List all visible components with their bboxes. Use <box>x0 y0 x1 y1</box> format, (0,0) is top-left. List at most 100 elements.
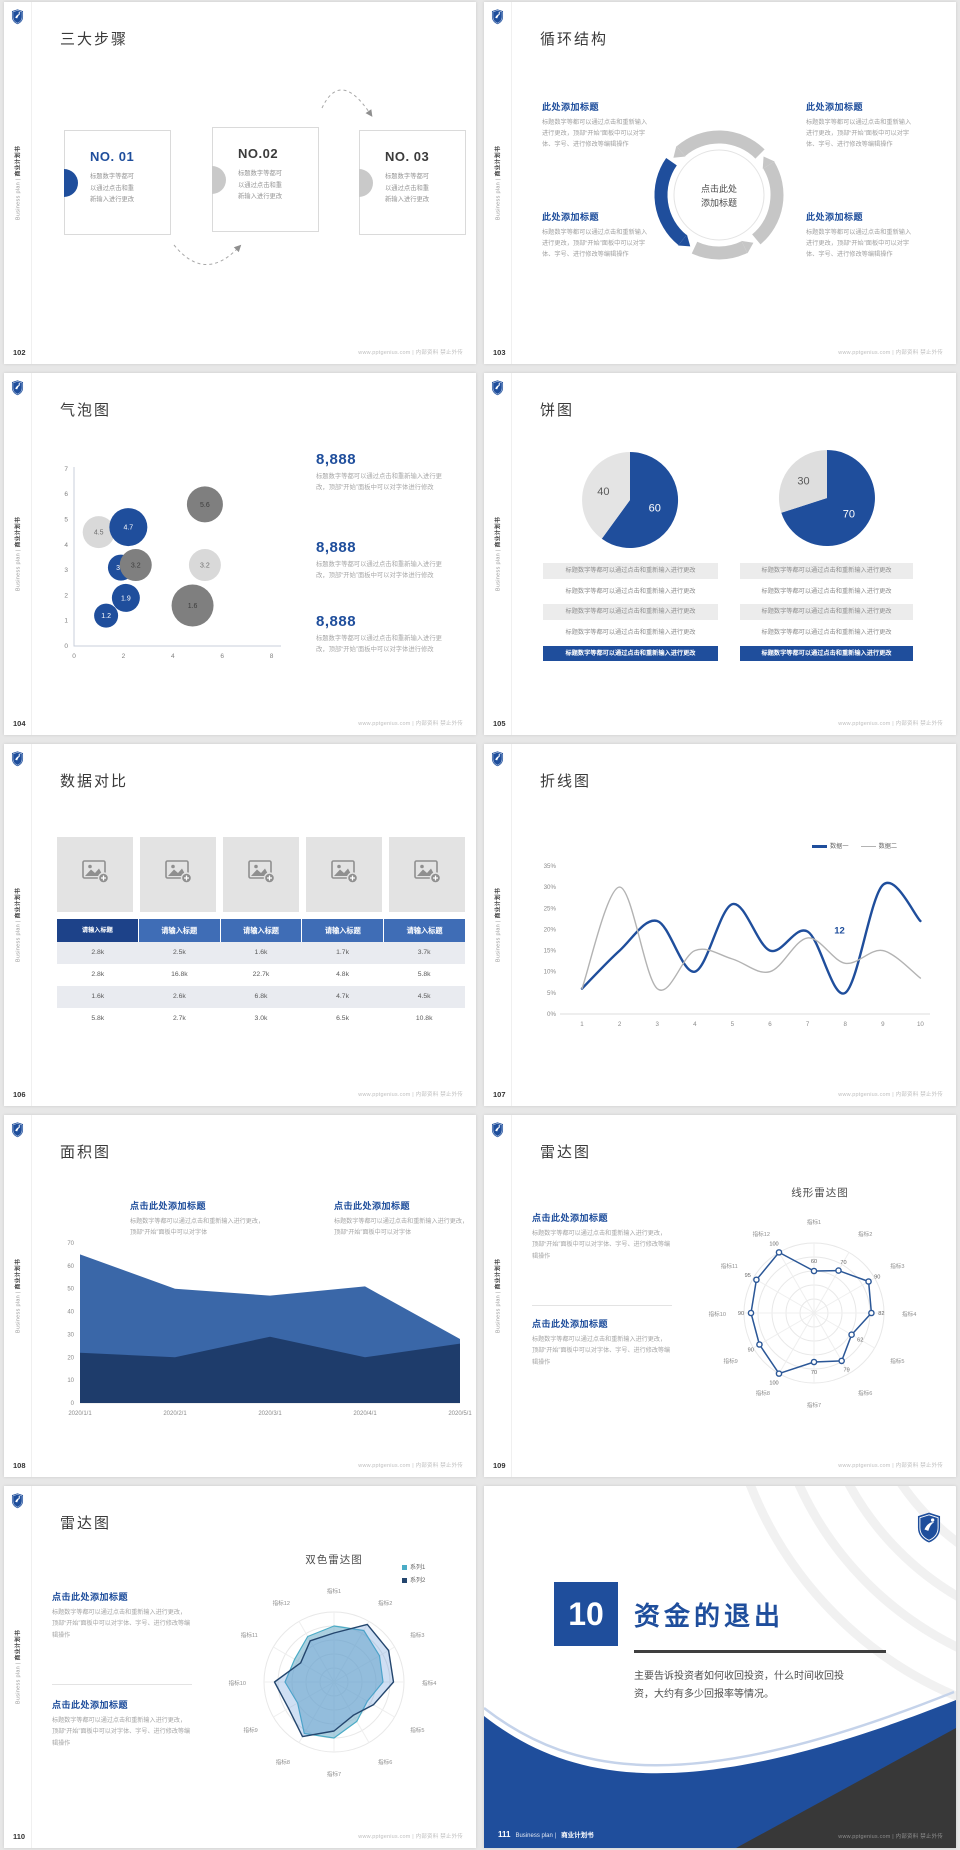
svg-text:40: 40 <box>67 1310 74 1316</box>
svg-text:2020/1/1: 2020/1/1 <box>68 1411 92 1417</box>
svg-text:79: 79 <box>844 1368 850 1374</box>
page-number: 111 <box>498 1830 511 1839</box>
brand-logo-icon <box>491 1122 504 1138</box>
svg-text:4: 4 <box>693 1021 697 1028</box>
footer-url: www.pptgenius.com | 内部资料 禁止外传 <box>358 721 463 727</box>
slide-108[interactable]: Business plan |商业计划书 108 面积图 点击此处添加标题 标题… <box>4 1115 476 1477</box>
svg-text:100: 100 <box>769 1242 778 1248</box>
table-cell: 3.7k <box>383 942 465 964</box>
series2-swatch <box>402 1577 407 1583</box>
table-cell: 10.8k <box>415 1015 433 1022</box>
svg-text:指标9: 指标9 <box>243 1726 257 1734</box>
svg-text:4.7: 4.7 <box>123 525 133 532</box>
table-cell: 2.6k <box>138 986 221 1008</box>
series1-line-swatch <box>812 845 827 848</box>
stat-body: 标题数字等都可以通过点击和重新输入进行更改，顶部“开始”面板中可以对字体进行修改 <box>316 473 442 492</box>
svg-text:40: 40 <box>597 486 609 498</box>
svg-text:指标3: 指标3 <box>410 1631 424 1639</box>
slide-109[interactable]: Business plan |商业计划书 109 雷达图 点击此处添加标题 标题… <box>484 1115 956 1477</box>
slide-107[interactable]: Business plan |商业计划书 107 折线图 数据一 数据二 0% 5… <box>484 744 956 1106</box>
svg-text:4.5: 4.5 <box>94 530 104 537</box>
step-notch-icon <box>359 168 373 197</box>
slide-title: 气泡图 <box>60 402 112 419</box>
block-heading: 点击此处添加标题 <box>130 1201 207 1211</box>
table-cell: 2.8k <box>57 942 139 964</box>
brand-logo-icon <box>11 380 24 396</box>
footer-brand-en: Business plan | <box>515 1833 557 1839</box>
radar-text-block: 点击此处添加标题 标题数字等都可以通过点击和重新输入进行更改，顶部“开始”面板中… <box>52 1590 202 1641</box>
pie-caption-list-left: 标题数字等都可以通过点击和重新输入进行更改 标题数字等都可以通过点击和重新输入进行… <box>543 563 718 666</box>
table-row: 2.8k 16.8k 22.7k 4.8k 5.8k <box>57 964 465 986</box>
page-number: 107 <box>493 1090 506 1099</box>
svg-text:4: 4 <box>171 653 175 660</box>
table-row: 5.8k 2.7k 3.0k 6.5k 10.8k <box>57 1008 465 1030</box>
cycle-center-label: 点击此处 添加标题 <box>700 184 737 209</box>
table-row: 2.8k 2.5k 1.6k 1.7k 3.7k <box>57 942 465 964</box>
block-heading: 点击此处添加标题 <box>532 1213 609 1223</box>
svg-text:1.9: 1.9 <box>121 595 131 602</box>
sidebar-vertical-text: Business plan |商业计划书 <box>15 887 22 963</box>
cycle-text-block: 此处添加标题 标题数字等都可以通过点击和重新输入进行更改，顶部“开始”面板中可以… <box>806 100 914 150</box>
add-image-icon <box>246 859 276 890</box>
radar-chart-title: 线形雷达图 <box>791 1187 849 1199</box>
table-cell: 2.8k <box>91 971 105 978</box>
pie-caption-row: 标题数字等都可以通过点击和重新输入进行更改 <box>543 645 718 662</box>
step-box-1: NO. 01 标题数字等都可 以通过点击和重 新输入进行更改 <box>64 130 171 235</box>
stat-block: 8,888 标题数字等都可以通过点击和重新输入进行更改，顶部“开始”面板中可以对… <box>316 451 444 493</box>
table-cell: 1.6k <box>220 942 302 964</box>
table-cell: 4.5k <box>383 986 465 1008</box>
stat-block: 8,888 标题数字等都可以通过点击和重新输入进行更改，顶部“开始”面板中可以对… <box>316 539 444 581</box>
table-cell: 1.7k <box>301 942 384 964</box>
sidebar-vertical-text: Business plan |商业计划书 <box>15 1629 22 1705</box>
slide-103[interactable]: Business plan |商业计划书 103 循环结构 此处添加标题 标题数… <box>484 2 956 364</box>
area-text-block: 点击此处添加标题 标题数字等都可以通过点击和重新输入进行更改，顶部“开始”面板中… <box>334 1199 469 1239</box>
table-cell: 5.8k <box>417 971 431 978</box>
svg-text:70: 70 <box>843 508 855 520</box>
svg-text:2020/4/1: 2020/4/1 <box>353 1411 377 1417</box>
pie-chart-left: 60 40 <box>582 451 679 548</box>
svg-text:3.2: 3.2 <box>200 563 210 570</box>
svg-text:6: 6 <box>768 1021 772 1028</box>
page-number: 106 <box>13 1090 26 1099</box>
slide-102[interactable]: Business plan |商业计划书 102 三大步骤 NO. 01 标题数… <box>4 2 476 364</box>
block-body: 标题数字等都可以通过点击和重新输入进行更改，顶部“开始”面板中可以对字体、字号、… <box>52 1609 191 1639</box>
comparison-table: 请输入标题 请输入标题 请输入标题 请输入标题 请输入标题 2.8k 2.5k 1.6k 1.7… <box>57 919 465 1030</box>
image-placeholder <box>223 837 299 912</box>
svg-text:35%: 35% <box>544 863 557 870</box>
svg-text:指标12: 指标12 <box>273 1599 290 1607</box>
svg-text:指标4: 指标4 <box>902 1310 916 1318</box>
brand-logo-icon <box>916 1512 942 1543</box>
svg-text:25%: 25% <box>544 905 557 912</box>
slide-rail: Business plan |商业计划书 109 <box>484 1115 512 1477</box>
slide-110[interactable]: Business plan |商业计划书 110 雷达图 点击此处添加标题 标题… <box>4 1486 476 1848</box>
dual-radar-chart: 指标1 指标2 指标3 指标4 指标5 指标6 指标7 指标8 指标9 指标10 指标11 指标12 <box>229 1587 437 1778</box>
svg-text:5: 5 <box>64 517 68 524</box>
cycle-text-block: 此处添加标题 标题数字等都可以通过点击和重新输入进行更改，顶部“开始”面板中可以… <box>542 100 650 150</box>
page-number: 105 <box>493 719 506 728</box>
svg-text:指标3: 指标3 <box>890 1262 904 1270</box>
svg-text:指标10: 指标10 <box>709 1310 726 1318</box>
slide-104[interactable]: Business plan |商业计划书 104 气泡图 0 1 2 3 4 5 6 7 0 2 4… <box>4 373 476 735</box>
slide-111[interactable]: 10 资金的退出 主要告诉投资者如何收回投资，什么时间收回投资，大约有多少回报率… <box>484 1486 956 1848</box>
pie-caption-row: 标题数字等都可以通过点击和重新输入进行更改 <box>543 625 718 641</box>
pie-caption-row: 标题数字等都可以通过点击和重新输入进行更改 <box>740 583 913 600</box>
block-body: 标题数字等都可以通过点击和重新输入进行更改，顶部“开始”面板中可以对字体、字号、… <box>542 119 648 149</box>
page-number: 109 <box>493 1461 506 1470</box>
step-notch-icon <box>64 168 78 197</box>
add-image-icon <box>329 859 359 890</box>
page-number: 102 <box>13 348 26 357</box>
block-heading: 此处添加标题 <box>542 212 600 222</box>
stat-value: 8,888 <box>316 613 357 630</box>
svg-text:6: 6 <box>64 491 68 498</box>
divider-line <box>52 1684 192 1685</box>
svg-text:20%: 20% <box>544 926 557 933</box>
svg-text:指标8: 指标8 <box>276 1758 290 1766</box>
svg-text:10: 10 <box>67 1378 74 1384</box>
slide-105[interactable]: Business plan |商业计划书 105 饼图 60 40 70 30 标题… <box>484 373 956 735</box>
radar-text-block: 点击此处添加标题 标题数字等都可以通过点击和重新输入进行更改，顶部“开始”面板中… <box>52 1698 202 1749</box>
svg-text:1.2: 1.2 <box>101 613 111 620</box>
slide-106[interactable]: Business plan |商业计划书 106 数据对比 请输入标题 请输入标题… <box>4 744 476 1106</box>
add-image-icon <box>80 859 110 890</box>
slide-rail: Business plan |商业计划书 102 <box>4 2 32 364</box>
page-number: 104 <box>13 719 26 728</box>
